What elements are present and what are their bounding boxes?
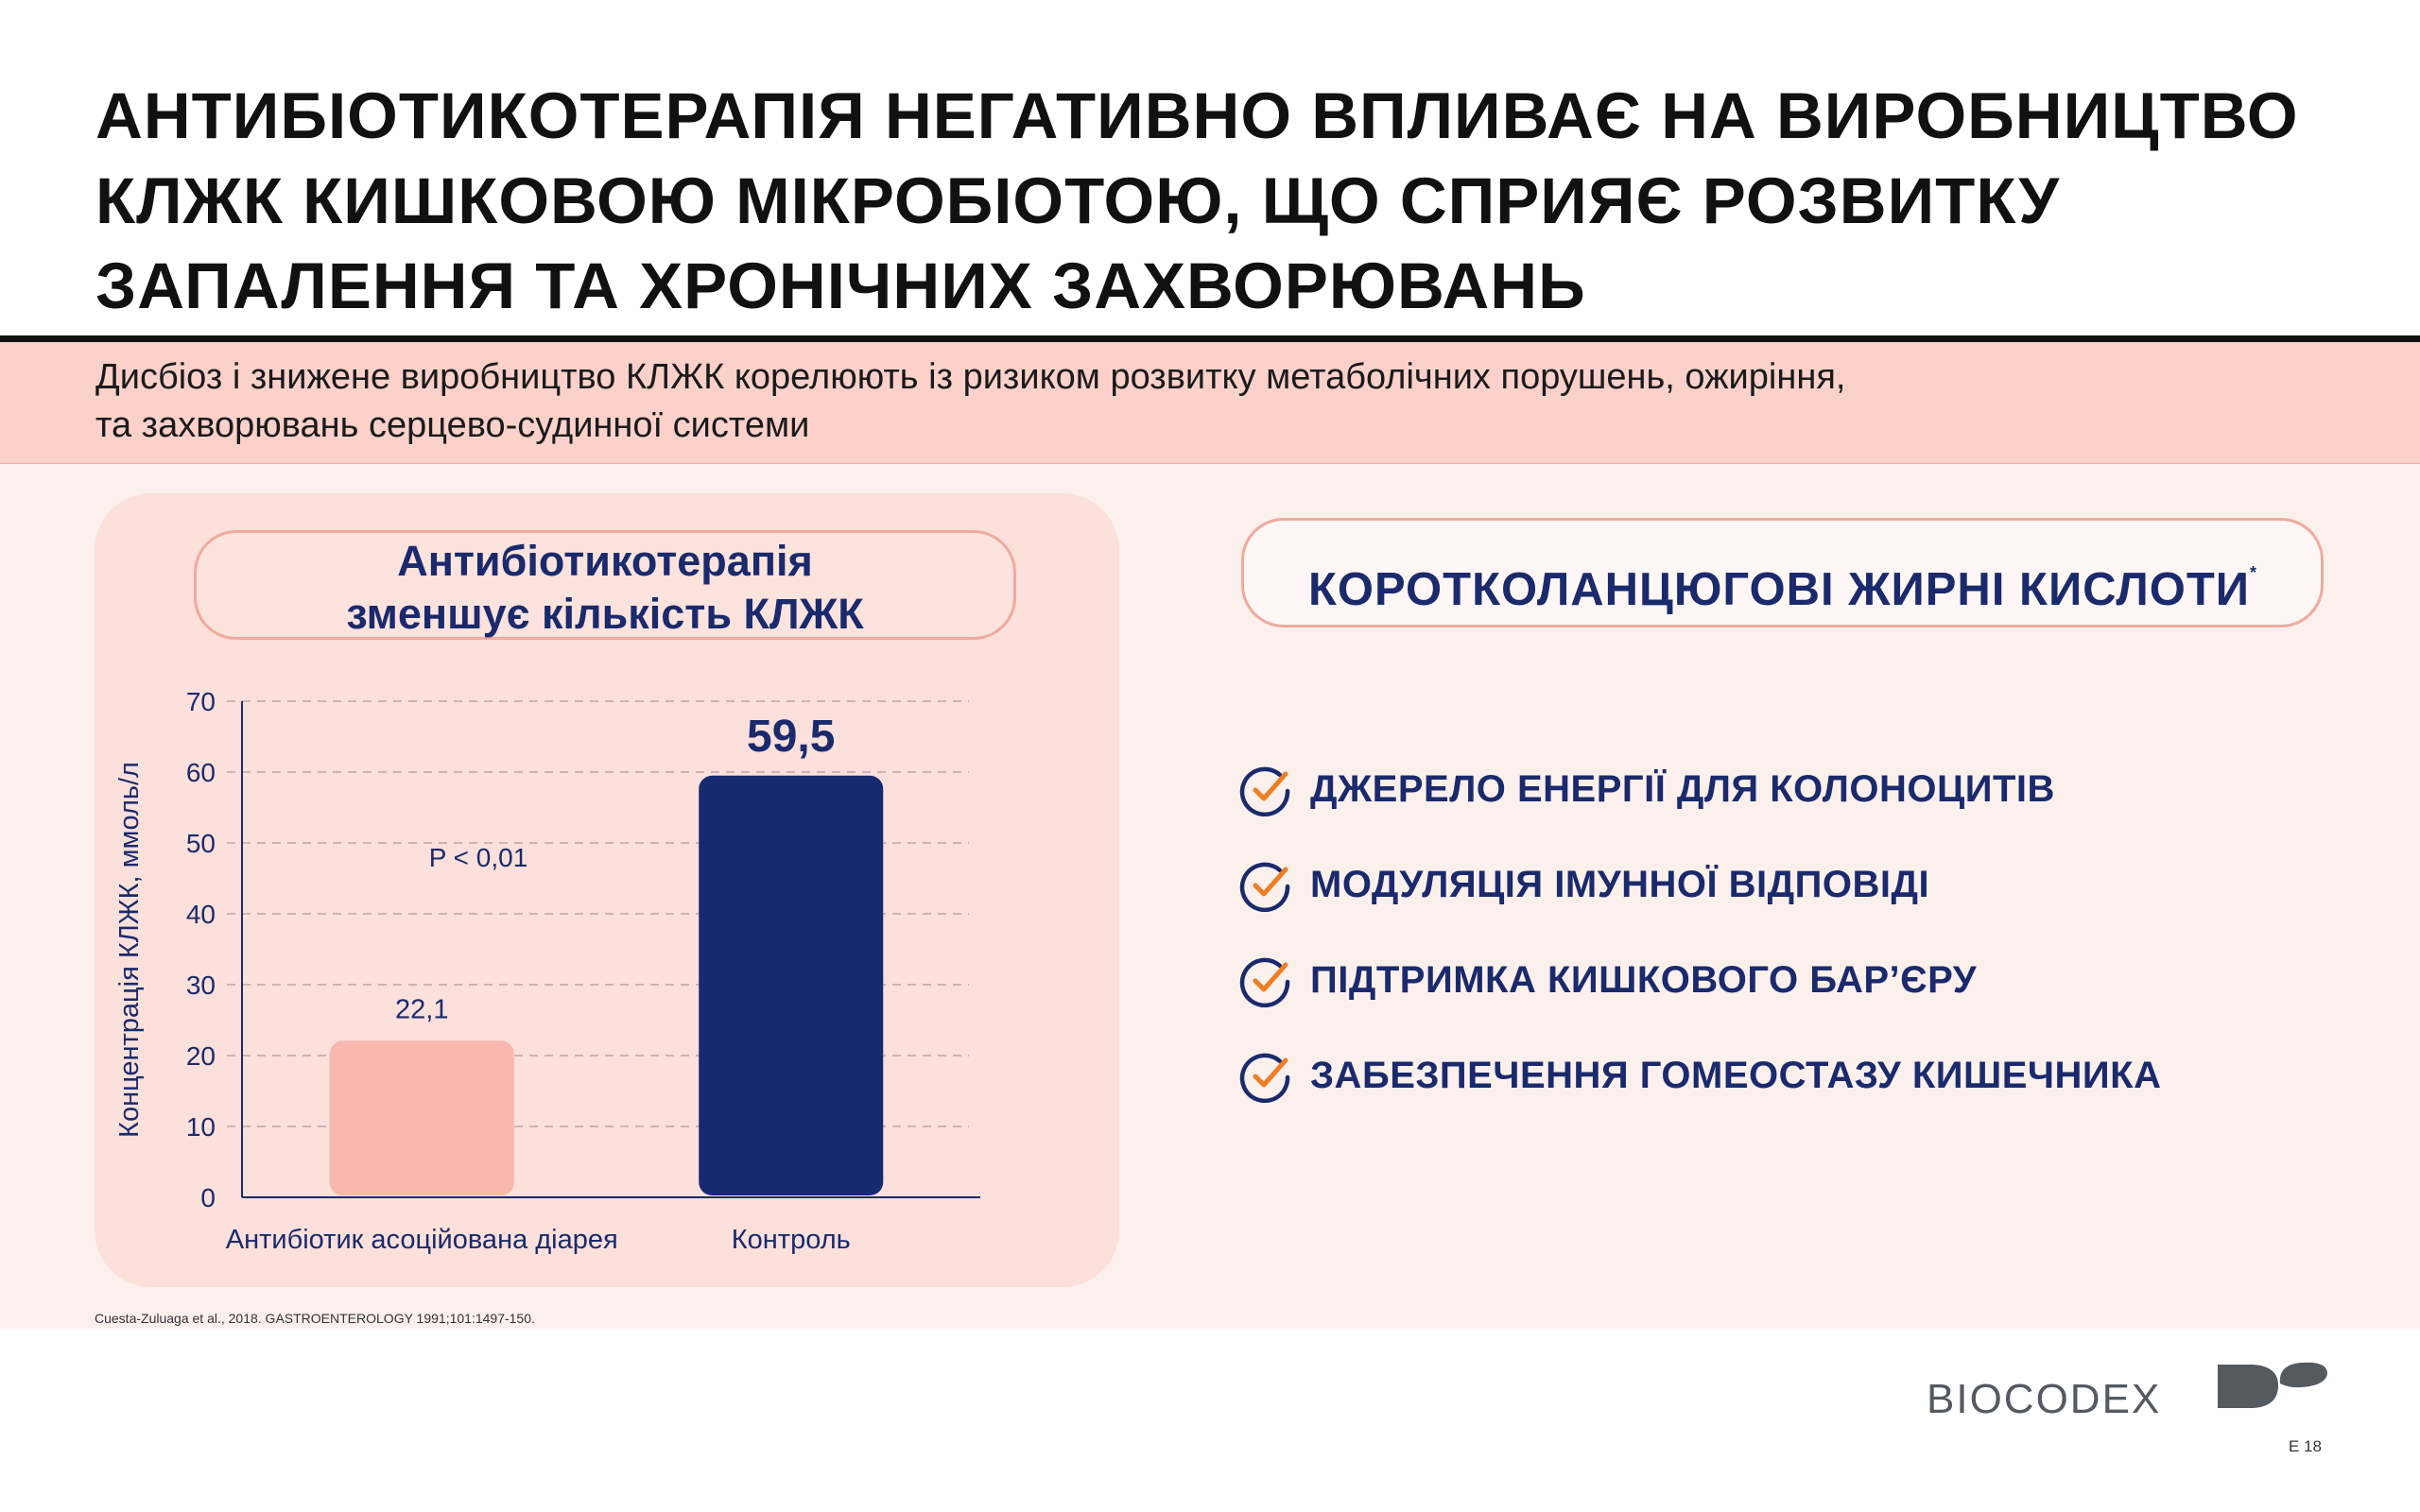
bar-2	[699, 775, 884, 1195]
bar-value-label: 59,5	[747, 712, 835, 762]
y-tick-label: 60	[186, 758, 216, 787]
footnote-marker: *	[2249, 563, 2256, 582]
benefit-label: МОДУЛЯЦІЯ ІМУННОЇ ВІДПОВІДІ	[1310, 864, 1930, 905]
check-circle-icon	[1239, 1053, 1290, 1103]
check-circle-icon	[1239, 862, 1290, 912]
title-divider	[0, 335, 2420, 342]
y-tick-label: 20	[186, 1041, 216, 1071]
title-line-2: КЛЖК КИШКОВОЮ МІКРОБІОТОЮ, ЩО СПРИЯЄ РОЗ…	[95, 164, 2061, 237]
page-title: АНТИБІОТИКОТЕРАПІЯ НЕГАТИВНО ВПЛИВАЄ НА …	[95, 74, 2364, 329]
benefit-label: ПІДТРИМКА КИШКОВОГО БАР’ЄРУ	[1310, 959, 1978, 1001]
chart-heading-line-2: зменшує кількість КЛЖК	[346, 590, 864, 638]
y-tick-labels: 0 10 20 30 40 50 60 70	[186, 687, 216, 1212]
y-tick-label: 30	[186, 971, 216, 1000]
x-category-label: Антибіотик асоційована діарея	[226, 1225, 618, 1255]
y-tick-label: 50	[186, 829, 216, 858]
page-number: E 18	[2289, 1437, 2322, 1455]
bar-chart: 0 10 20 30 40 50 60 70 22,1 Антибіотик асоційова…	[114, 687, 980, 1255]
chart-heading: Антибіотикотерапія зменшує кількість КЛЖ…	[194, 530, 1016, 640]
logo-shape-right	[2279, 1362, 2327, 1388]
benefit-label: ДЖЕРЕЛО ЕНЕРГІЇ ДЛЯ КОЛОНОЦИТІВ	[1310, 768, 2055, 810]
y-axis-label: Концентрація КЛЖК, ммоль/л	[114, 762, 145, 1138]
logo-text: BIOCODEX	[1927, 1376, 2162, 1422]
bar-1	[329, 1040, 514, 1195]
scfa-title: КОРОТКОЛАНЦЮГОВІ ЖИРНІ КИСЛОТИ	[1308, 564, 2250, 615]
title-line-3: ЗАПАЛЕННЯ ТА ХРОНІЧНИХ ЗАХВОРЮВАНЬ	[95, 249, 1586, 322]
logo-shape-left	[2218, 1365, 2278, 1408]
subtitle-line-1: Дисбіоз і знижене виробництво КЛЖК корел…	[95, 357, 1846, 397]
x-category-label: Контроль	[732, 1225, 851, 1255]
reference-citation: Cuesta-Zuluaga et al., 2018. GASTROENTER…	[95, 1311, 535, 1326]
benefit-label: ЗАБЕЗПЕЧЕННЯ ГОМЕОСТАЗУ КИШЕЧНИКА	[1310, 1055, 2162, 1096]
chart-heading-line-1: Антибіотикотерапія	[397, 537, 813, 585]
subtitle-band: Дисбіоз і знижене виробництво КЛЖК корел…	[0, 342, 2420, 465]
y-tick-label: 70	[186, 687, 216, 716]
check-circle-icon	[1239, 957, 1290, 1007]
bars: 22,1 Антибіотик асоційована діарея 59,5 Кон…	[226, 712, 884, 1255]
scfa-heading: КОРОТКОЛАНЦЮГОВІ ЖИРНІ КИСЛОТИ*	[1241, 518, 2324, 627]
biocodex-logo	[2218, 1362, 2327, 1408]
title-line-1: АНТИБІОТИКОТЕРАПІЯ НЕГАТИВНО ВПЛИВАЄ НА …	[95, 79, 2299, 152]
y-tick-label: 0	[200, 1183, 216, 1212]
y-tick-label: 10	[186, 1112, 216, 1142]
y-tick-label: 40	[186, 900, 216, 929]
check-circle-icon	[1239, 766, 1290, 816]
p-value-annotation: P < 0,01	[429, 843, 528, 872]
subtitle-line-2: та захворювань серцево-судинної системи	[95, 405, 810, 445]
bar-value-label: 22,1	[395, 994, 448, 1024]
